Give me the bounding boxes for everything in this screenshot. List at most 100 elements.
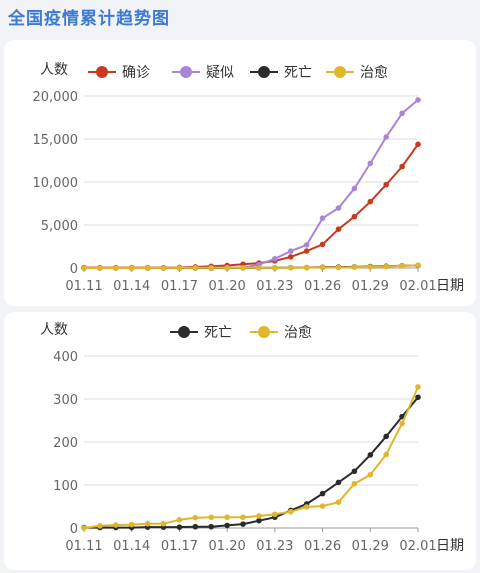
- data-point-recovered: [272, 264, 278, 271]
- data-point-recovered: [319, 264, 326, 271]
- data-point-recovered: [97, 523, 103, 529]
- chart-card-cumulative-all: 人数 0 5,000 10,000 15,000 20,000 01.11 01.14 01.1…: [4, 40, 476, 306]
- data-point-suspected: [287, 248, 294, 254]
- series-line-recovered: [83, 386, 419, 529]
- data-point-suspected: [383, 134, 389, 140]
- data-point-suspected: [335, 205, 342, 211]
- data-point-recovered: [415, 262, 421, 268]
- data-point-recovered: [351, 264, 358, 270]
- data-point-recovered: [335, 499, 342, 505]
- x-tick-label: 01.26: [304, 279, 341, 294]
- data-point-suspected: [272, 255, 278, 262]
- data-point-recovered: [144, 265, 151, 271]
- x-tick-label: 01.11: [65, 279, 102, 294]
- data-point-recovered: [176, 265, 183, 271]
- data-point-confirmed: [319, 241, 326, 248]
- data-point-recovered: [319, 503, 326, 509]
- x-tick-label: 01.29: [352, 539, 389, 554]
- y-axis-label: 人数: [40, 322, 68, 338]
- data-point-recovered: [208, 264, 215, 271]
- chart-card-deaths-recovered: 人数 0 100 200 300 400 01.11 01.14 01.17 01.20 01.23…: [4, 312, 476, 570]
- y-tick-label: 300: [53, 393, 78, 408]
- data-point-recovered: [351, 480, 358, 487]
- legend-marker-recovered: [258, 326, 270, 338]
- x-tick-label: 01.23: [256, 279, 293, 294]
- data-point-recovered: [224, 514, 230, 521]
- data-point-recovered: [256, 513, 262, 519]
- data-point-recovered: [144, 520, 151, 527]
- data-point-deaths: [240, 521, 246, 527]
- y-tick-label: 0: [70, 262, 78, 277]
- data-point-recovered: [113, 265, 119, 271]
- data-point-recovered: [272, 511, 278, 518]
- data-point-confirmed: [335, 226, 342, 232]
- data-point-suspected: [415, 97, 421, 103]
- data-point-recovered: [81, 525, 87, 531]
- data-point-deaths: [367, 452, 374, 458]
- data-point-confirmed: [367, 198, 374, 205]
- data-point-confirmed: [383, 181, 389, 188]
- series-line-suspected: [84, 99, 419, 269]
- y-tick-label: 200: [53, 436, 78, 451]
- x-tick-label: 01.14: [113, 279, 150, 294]
- data-point-recovered: [256, 264, 262, 271]
- data-point-recovered: [367, 471, 374, 478]
- data-point-suspected: [367, 160, 374, 167]
- data-point-deaths: [415, 394, 421, 401]
- data-point-confirmed: [303, 248, 310, 254]
- data-point-confirmed: [415, 141, 421, 148]
- data-point-deaths: [351, 468, 358, 475]
- data-point-recovered: [287, 264, 294, 271]
- data-point-recovered: [192, 514, 199, 521]
- y-tick-label: 15,000: [33, 133, 79, 148]
- data-point-recovered: [160, 520, 167, 527]
- series-line-deaths: [84, 396, 419, 529]
- y-tick-label: 400: [53, 350, 78, 365]
- data-point-recovered: [415, 384, 421, 390]
- data-point-recovered: [335, 264, 342, 271]
- x-tick-label: 01.23: [256, 539, 293, 554]
- x-axis-label: 日期: [436, 538, 464, 554]
- data-point-confirmed: [351, 213, 358, 220]
- x-tick-label: 01.17: [161, 279, 198, 294]
- x-tick-label: 01.17: [161, 539, 198, 554]
- data-point-suspected: [303, 242, 310, 248]
- data-point-recovered: [240, 514, 246, 521]
- data-point-deaths: [208, 523, 215, 530]
- data-point-recovered: [97, 265, 103, 271]
- data-point-deaths: [319, 490, 326, 497]
- data-point-deaths: [335, 479, 342, 486]
- x-tick-label: 02.01: [399, 539, 436, 554]
- data-point-suspected: [399, 110, 405, 117]
- x-tick-label: 01.26: [304, 539, 341, 554]
- data-point-recovered: [287, 508, 294, 515]
- x-tick-label: 01.29: [352, 279, 389, 294]
- data-point-recovered: [383, 263, 389, 270]
- y-tick-label: 0: [70, 522, 78, 537]
- data-point-recovered: [208, 514, 215, 521]
- data-point-recovered: [303, 504, 310, 510]
- data-point-recovered: [128, 265, 135, 271]
- legend-marker-confirmed: [96, 66, 108, 78]
- y-tick-label: 5,000: [41, 219, 78, 234]
- x-axis-label: 日期: [436, 278, 464, 294]
- data-point-deaths: [383, 433, 389, 440]
- legend-label-deaths: 死亡: [204, 325, 232, 341]
- data-point-deaths: [256, 517, 262, 524]
- x-tick-label: 01.20: [209, 279, 246, 294]
- line-chart-deaths-recovered: 人数 0 100 200 300 400 01.11 01.14 01.17 01.20 01.23…: [40, 322, 464, 554]
- data-point-recovered: [383, 451, 389, 458]
- y-tick-label: 10,000: [33, 176, 79, 191]
- legend-label-recovered: 治愈: [360, 65, 388, 81]
- y-tick-label: 20,000: [33, 90, 79, 105]
- data-point-suspected: [351, 185, 358, 192]
- data-point-recovered: [128, 521, 135, 528]
- data-point-deaths: [176, 524, 183, 530]
- x-tick-label: 01.11: [65, 539, 102, 554]
- x-tick-label: 02.01: [399, 279, 436, 294]
- data-point-recovered: [224, 264, 230, 271]
- data-point-suspected: [319, 215, 326, 221]
- page-title: 全国疫情累计趋势图: [8, 9, 170, 29]
- legend-label-suspected: 疑似: [206, 65, 234, 81]
- legend-label-recovered: 治愈: [284, 325, 312, 341]
